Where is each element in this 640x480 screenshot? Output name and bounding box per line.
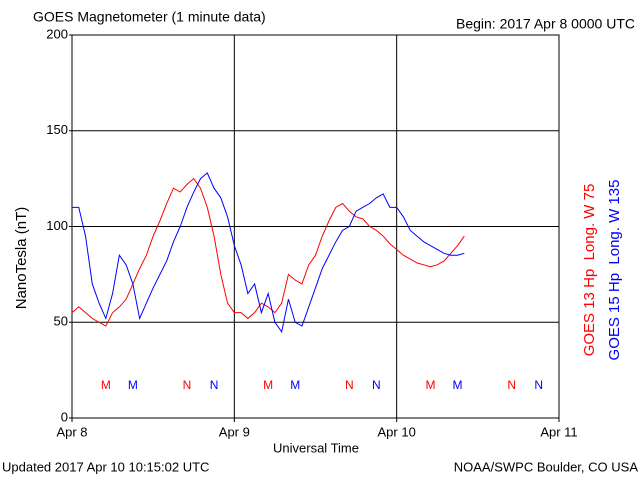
local-time-marker: M [101,378,111,392]
y-tick-label: 100 [46,218,68,233]
y-tick-label: 0 [61,409,68,424]
local-time-marker: N [345,378,354,392]
local-time-marker: N [210,378,219,392]
local-time-marker: M [290,378,300,392]
local-time-marker: M [128,378,138,392]
local-time-marker: N [183,378,192,392]
series-line [72,172,465,334]
x-tick-label: Apr 8 [56,424,87,439]
y-axis-label: NanoTesla (nT) [13,207,30,310]
local-time-marker: N [507,378,516,392]
y-tick-label: 50 [54,314,68,329]
footer-left: Updated 2017 Apr 10 10:15:02 UTC [2,459,209,474]
x-tick-label: Apr 11 [540,424,577,439]
local-time-marker: M [453,378,463,392]
x-tick-label: Apr 10 [378,424,416,439]
footer-right: NOAA/SWPC Boulder, CO USA [454,459,639,474]
y-tick-label: 200 [46,26,68,41]
legend-label: GOES 15 Hp Long. W 135 [606,180,623,361]
local-time-marker: M [263,378,273,392]
legend-label: GOES 13 Hp Long. W 75 [581,184,598,357]
chart-subtitle: Begin: 2017 Apr 8 0000 UTC [456,16,635,32]
y-tick-label: 150 [46,122,68,137]
x-tick-label: Apr 9 [219,424,250,439]
local-time-marker: N [372,378,381,392]
series-line [71,177,465,327]
x-axis-label: Universal Time [273,440,359,455]
local-time-marker: M [425,378,435,392]
chart-title: GOES Magnetometer (1 minute data) [33,9,266,25]
local-time-marker: N [534,378,543,392]
